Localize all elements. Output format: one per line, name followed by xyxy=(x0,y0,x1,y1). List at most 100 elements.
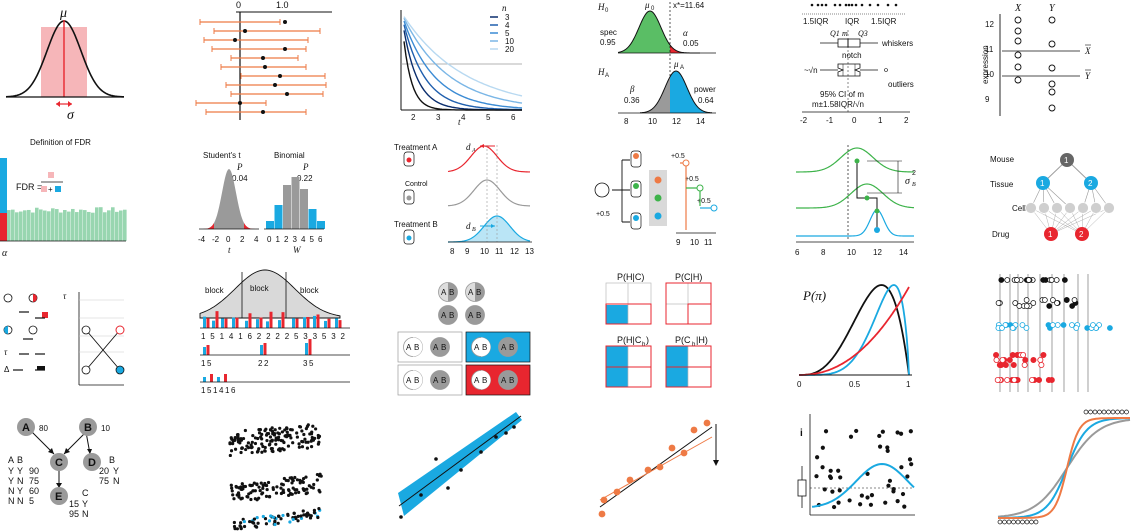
block-row3-label: 5 xyxy=(207,386,212,395)
node-d-label: D xyxy=(88,457,96,469)
ci-point xyxy=(283,47,287,51)
regression-point xyxy=(512,425,516,429)
scatter-clouds-panel xyxy=(228,423,323,531)
net-cell: 5 xyxy=(29,496,34,506)
cloud-point-3 xyxy=(301,509,305,513)
ha-power-area xyxy=(670,71,712,113)
block-bar-red xyxy=(224,318,228,328)
scatter-point xyxy=(820,445,825,450)
cloud-point-2 xyxy=(229,483,233,487)
cloud-point xyxy=(270,426,274,430)
cloud-point-2 xyxy=(259,481,263,485)
sigmoid-panel xyxy=(997,409,1131,525)
cloud-point-2 xyxy=(261,483,265,488)
cloud-point-3 xyxy=(299,516,304,520)
cloud-point xyxy=(228,453,232,458)
t-x-label: t xyxy=(458,117,461,127)
cloud-point-3 xyxy=(276,521,280,525)
strip-dot-red-2 xyxy=(1045,376,1052,383)
cloud-point xyxy=(229,436,233,440)
cloud-point-3 xyxy=(286,512,290,516)
beta-ticks: 0 0.5 1 xyxy=(797,380,911,389)
bayes-red-frame xyxy=(605,345,652,388)
treatment-a-curve xyxy=(447,145,531,173)
cloud-point xyxy=(280,447,285,451)
block-bar-blue xyxy=(278,320,281,328)
binomial-bar xyxy=(308,209,317,229)
cloud-point-2 xyxy=(287,489,291,493)
students-tick: -2 xyxy=(212,235,220,244)
box-dot xyxy=(820,3,824,7)
cloud-point-3 xyxy=(291,517,295,521)
block-bar-blue xyxy=(266,321,269,328)
sigmoid-top-dot xyxy=(1088,409,1093,415)
ab-ball-half xyxy=(475,282,485,302)
cloud-point-2 xyxy=(232,497,236,501)
cloud-point-2 xyxy=(257,485,261,489)
cloud-point xyxy=(274,442,278,446)
sqrtn-label: ~√n xyxy=(804,66,818,75)
block2-bar-blue xyxy=(203,347,206,355)
db-arrowhead xyxy=(491,224,495,228)
block2-bar-red xyxy=(308,339,312,355)
source-icon xyxy=(594,182,610,198)
cloud-point xyxy=(276,431,280,435)
strip-dot-red xyxy=(993,351,1000,358)
cloud-point-3 xyxy=(239,527,243,531)
cloud-point-3 xyxy=(242,524,247,529)
power-value: 0.64 xyxy=(698,96,714,105)
block-row1-label: 5 xyxy=(322,332,327,341)
paired-y-ticks: 12 11 10 9 xyxy=(985,20,994,104)
cloud-point-2 xyxy=(265,487,269,492)
fdr-null-bar xyxy=(55,209,59,241)
control-label: Control xyxy=(405,181,428,188)
power-x-tick: 14 xyxy=(696,117,705,126)
fdr-plus: + xyxy=(48,185,53,194)
orange-point xyxy=(626,476,634,484)
box-upper xyxy=(837,38,861,48)
fdr-panel: Definition of FDR FDR = + α xyxy=(0,138,127,259)
cloud-point xyxy=(316,436,321,440)
da-label: d xyxy=(466,142,471,152)
cloud-point-2 xyxy=(289,476,294,480)
cloud-point-3 xyxy=(276,514,281,518)
nested-tube-content xyxy=(633,215,639,221)
block-row3-label: 4 xyxy=(219,386,224,395)
fdr-null-bar xyxy=(31,212,35,241)
block-bar-blue xyxy=(335,318,338,328)
binomial-tick: 2 xyxy=(284,235,289,244)
scatter-point xyxy=(885,448,890,453)
cloud-point xyxy=(283,428,287,432)
scatter-box-panel: i xyxy=(797,414,915,516)
strip-dot-black-2 xyxy=(1046,303,1053,309)
drug-label: Drug xyxy=(992,230,1009,239)
net-d-cell: 20 xyxy=(99,466,109,476)
cloud-point-3 xyxy=(264,522,269,526)
t-curve-limit xyxy=(403,41,522,111)
t-curve xyxy=(403,16,523,97)
sigmoid-bottom-dot xyxy=(1029,519,1034,525)
cloud-point xyxy=(280,430,284,434)
cell-nodes xyxy=(1025,202,1115,214)
net-head-a: A xyxy=(8,455,14,465)
block-row2-label: 5 xyxy=(309,359,314,368)
cloud-point-2 xyxy=(261,491,265,495)
block-bar-red xyxy=(215,311,219,328)
ci-point xyxy=(285,92,289,96)
cloud-point xyxy=(300,439,304,444)
fdr-alpha: α xyxy=(2,248,8,259)
cloud-point xyxy=(246,441,251,445)
cloud-point xyxy=(295,431,299,435)
cloud-point xyxy=(305,446,310,450)
ab-ball-half xyxy=(481,370,491,390)
scatter-point xyxy=(880,429,885,434)
strip-dot-blue xyxy=(1090,322,1096,328)
ci-point xyxy=(261,110,265,114)
sigmoid-bottom-dot xyxy=(1006,519,1012,525)
cross-node-4 xyxy=(115,365,125,375)
strip-dot-blue xyxy=(1107,325,1113,331)
variance-dot-blue xyxy=(874,227,880,233)
paired-points xyxy=(1014,16,1056,112)
block-bar-blue xyxy=(313,315,316,328)
